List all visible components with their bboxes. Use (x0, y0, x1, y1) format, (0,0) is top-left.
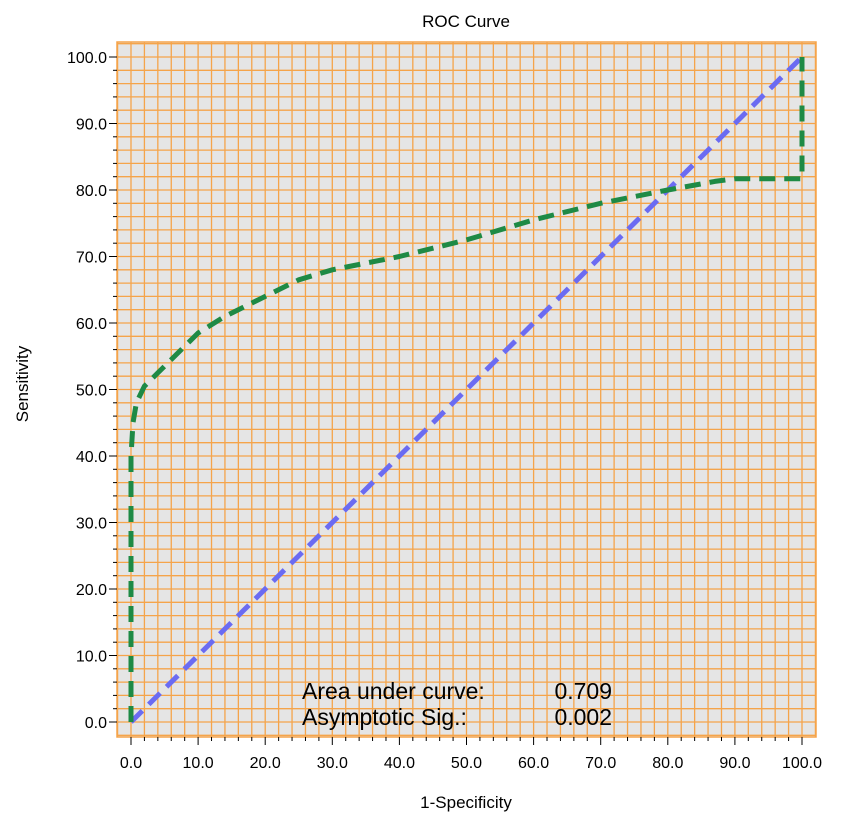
grid-lines (116, 41, 817, 738)
x-tick-label: 40.0 (384, 755, 415, 772)
roc-curve-line (128, 57, 805, 722)
y-tick-label: 40.0 (76, 449, 107, 466)
x-tick-label: 30.0 (317, 755, 348, 772)
y-tick-label: 30.0 (76, 516, 107, 533)
x-tick-label: 70.0 (585, 755, 616, 772)
x-tick-label: 10.0 (183, 755, 214, 772)
auc-value: 0.709 (554, 678, 612, 704)
x-tick-label: 20.0 (250, 755, 281, 772)
sig-value: 0.002 (554, 704, 612, 730)
x-tick-label: 100.0 (782, 755, 822, 772)
x-tick-labels: 0.0 10.0 20.0 30.0 40.0 50.0 60.0 70.0 80.0 90.0 1… (120, 755, 822, 772)
y-tick-label: 80.0 (76, 183, 107, 200)
y-tick-label: 70.0 (76, 250, 107, 267)
axis-ticks (109, 56, 803, 745)
chart-title: ROC Curve (422, 12, 510, 31)
x-tick-label: 80.0 (652, 755, 683, 772)
sig-label: Asymptotic Sig.: (302, 704, 467, 730)
x-tick-label: 50.0 (451, 755, 482, 772)
y-tick-label: 100.0 (67, 50, 107, 67)
y-tick-label: 50.0 (76, 383, 107, 400)
y-tick-label: 0.0 (85, 715, 107, 732)
y-tick-label: 60.0 (76, 316, 107, 333)
auc-label: Area under curve: (302, 678, 485, 704)
y-tick-label: 90.0 (76, 117, 107, 134)
x-tick-label: 90.0 (719, 755, 750, 772)
y-tick-label: 20.0 (76, 582, 107, 599)
y-tick-label: 10.0 (76, 649, 107, 666)
x-tick-label: 60.0 (518, 755, 549, 772)
x-axis-title: 1-Specificity (420, 793, 512, 812)
y-tick-labels: 0.0 10.0 20.0 30.0 40.0 50.0 60.0 70.0 80.0 90.0 1… (67, 50, 107, 732)
reference-line (129, 55, 804, 724)
x-tick-label: 0.0 (120, 755, 142, 772)
y-axis-title: Sensitivity (13, 345, 32, 422)
